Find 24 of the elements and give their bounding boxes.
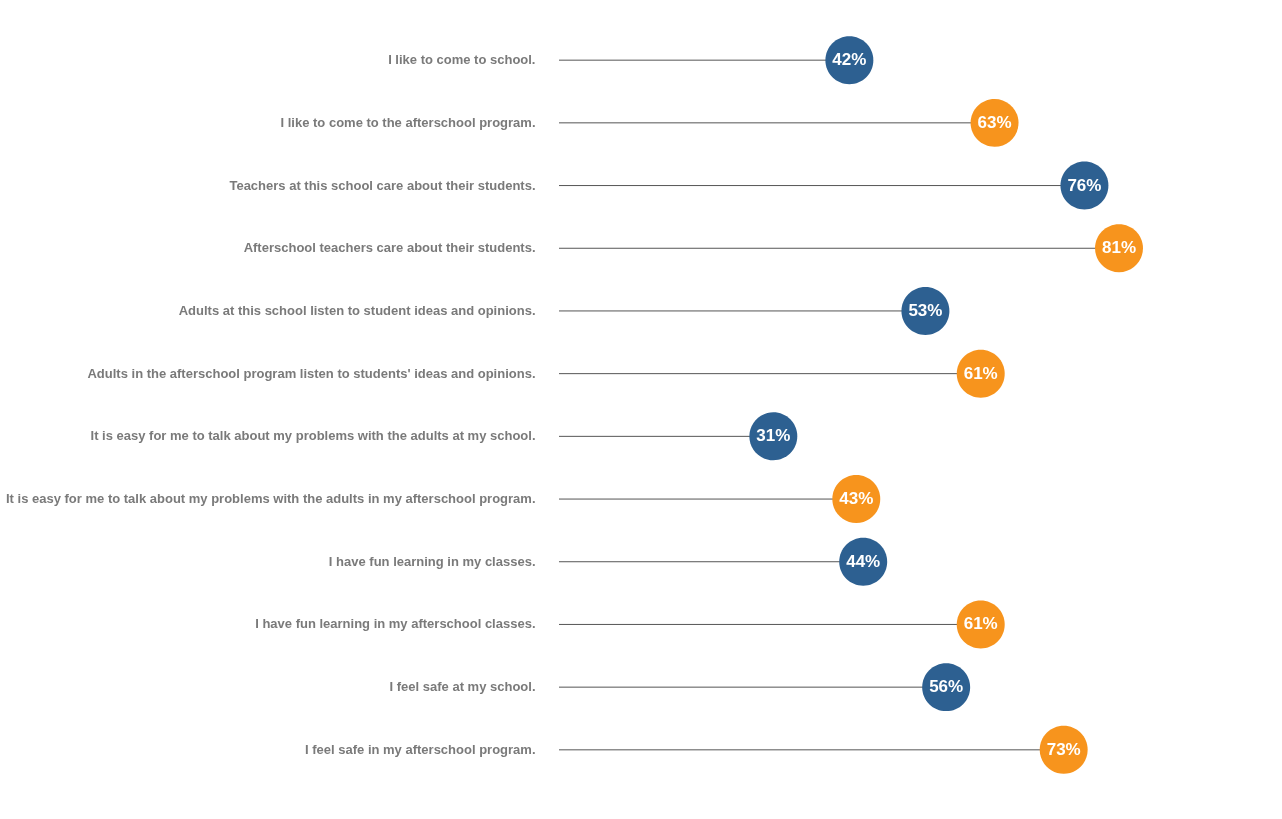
y-tick-label: I like to come to school. bbox=[388, 52, 536, 68]
y-tick-label: Afterschool teachers care about their students. bbox=[243, 240, 536, 256]
data-label: 61% bbox=[963, 363, 998, 383]
data-label: 76% bbox=[1067, 175, 1102, 195]
y-tick-label: Adults at this school listen to student ideas and opinions. bbox=[178, 302, 536, 318]
data-label: 56% bbox=[929, 677, 964, 697]
data-label: 73% bbox=[1046, 739, 1081, 759]
data-label: 42% bbox=[832, 50, 867, 70]
data-label: 31% bbox=[756, 426, 791, 446]
y-tick-label: I have fun learning in my afterschool classes. bbox=[255, 616, 536, 632]
y-tick-label: It is easy for me to talk about my problems with the adults at my school. bbox=[90, 428, 536, 444]
y-tick-label: Adults in the afterschool program listen to students' ideas and opinions. bbox=[87, 365, 536, 381]
y-tick-label: I like to come to the afterschool program. bbox=[280, 114, 536, 130]
y-tick-label: I feel safe at my school. bbox=[389, 679, 536, 695]
y-tick-label: I have fun learning in my classes. bbox=[328, 553, 536, 569]
y-tick-label: Teachers at this school care about their students. bbox=[229, 177, 536, 193]
data-label: 44% bbox=[846, 551, 881, 571]
data-label: 81% bbox=[1101, 238, 1137, 258]
y-tick-label: I feel safe in my afterschool program. bbox=[305, 741, 536, 757]
data-label: 61% bbox=[963, 614, 998, 634]
data-label: 63% bbox=[977, 112, 1012, 132]
data-label: 43% bbox=[839, 489, 874, 509]
y-tick-label: It is easy for me to talk about my problems with the adults in my afterschool program. bbox=[6, 491, 536, 507]
data-label: 53% bbox=[908, 300, 943, 320]
